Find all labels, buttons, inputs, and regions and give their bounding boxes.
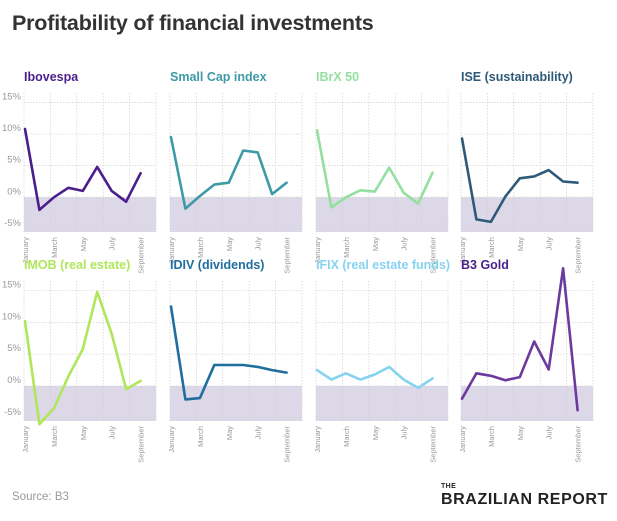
panel-6-x-tick-label: March	[196, 426, 205, 447]
panel-4-x-tick-label: July	[545, 237, 554, 251]
panel-3-x-tick-label: March	[342, 237, 351, 258]
panel-1-y-tick-label: 5%	[7, 155, 21, 166]
panel-7-x-tick-label: January	[313, 426, 322, 453]
panel-8-negative-band	[461, 386, 593, 421]
panel-1-x-tick-label: July	[108, 237, 117, 251]
panel-5-y-tick-label: -5%	[4, 407, 21, 418]
panel-5-y-tick-label: 0%	[7, 375, 21, 386]
panel-1-y-tick-label: 0%	[7, 186, 21, 197]
panel-5-x-tick-label: September	[137, 425, 146, 462]
panel-2-title: Small Cap index	[170, 70, 267, 84]
panel-4-title: ISE (sustainability)	[461, 70, 573, 84]
panel-7-x-tick-label: July	[400, 426, 409, 440]
panel-5-y-tick-label: 5%	[7, 343, 21, 354]
panel-2-x-tick-label: September	[283, 236, 292, 273]
panel-8-x-tick-label: January	[458, 426, 467, 453]
panel-6-x-tick-label: May	[225, 426, 234, 440]
panel-4-x-tick-label: January	[458, 237, 467, 264]
panel-6-title: IDIV (dividends)	[170, 258, 264, 272]
panel-6-x-tick-label: January	[167, 426, 176, 453]
panel-5-x-tick-label: May	[79, 426, 88, 440]
panel-7-x-tick-label: May	[371, 426, 380, 440]
panel-5-y-tick-label: 10%	[2, 311, 22, 322]
panel-1-x-tick-label: March	[50, 237, 59, 258]
panel-1-y-tick-label: 15%	[2, 91, 22, 102]
panel-1-title: Ibovespa	[24, 70, 79, 84]
panel-7-title: IFIX (real estate funds)	[316, 258, 450, 272]
panel-6-x-tick-label: July	[254, 426, 263, 440]
panel-7-x-tick-label: September	[429, 425, 438, 462]
panel-5-x-tick-label: March	[50, 426, 59, 447]
panel-5-negative-band	[24, 386, 156, 421]
panel-1-x-tick-label: September	[137, 236, 146, 273]
panel-2-x-tick-label: May	[225, 237, 234, 251]
panel-7-negative-band	[316, 386, 448, 421]
panel-4-x-tick-label: May	[516, 237, 525, 251]
brand-logo-top: THE	[441, 483, 457, 490]
panel-1-x-tick-label: May	[79, 237, 88, 251]
brand-logo-main: BRAZILIAN REPORT	[441, 491, 608, 508]
page-title: Profitability of financial investments	[12, 11, 374, 35]
panel-2-x-tick-label: March	[196, 237, 205, 258]
panel-4-x-tick-label: September	[574, 236, 583, 273]
panel-2-series-line	[169, 135, 288, 210]
panel-3-x-tick-label: January	[313, 237, 322, 264]
panel-8-title: B3 Gold	[461, 258, 509, 272]
panel-8-x-tick-label: July	[545, 426, 554, 440]
panel-4-x-tick-label: March	[487, 237, 496, 258]
panel-2-x-tick-label: January	[167, 237, 176, 264]
panel-5-series-line	[23, 290, 142, 426]
panel-8-x-tick-label: May	[516, 426, 525, 440]
panel-2-negative-band	[170, 197, 302, 232]
panel-5-y-tick-label: 15%	[2, 280, 22, 291]
panel-8-x-tick-label: September	[574, 425, 583, 462]
panel-1-y-tick-label: -5%	[4, 218, 21, 229]
panel-4-series-line	[460, 137, 579, 224]
panel-6-negative-band	[170, 386, 302, 421]
panel-1-y-tick-label: 10%	[2, 123, 22, 134]
panel-1-negative-band	[24, 197, 156, 232]
panel-5-x-tick-label: January	[21, 426, 30, 453]
panel-3-series-line	[315, 129, 434, 209]
panel-7-series-line	[315, 365, 434, 390]
panel-7-x-tick-label: March	[342, 426, 351, 447]
panel-4-negative-band	[461, 197, 593, 232]
panel-3-x-tick-label: May	[371, 237, 380, 251]
panel-6-series-line	[169, 305, 288, 401]
brand-logo: THE BRAZILIAN REPORT	[441, 483, 611, 513]
panel-3-x-tick-label: September	[429, 236, 438, 273]
panel-2-x-tick-label: July	[254, 237, 263, 251]
panel-3-x-tick-label: July	[400, 237, 409, 251]
panel-5-title: IMOB (real estate)	[24, 258, 130, 272]
panel-5-x-tick-label: July	[108, 426, 117, 440]
panel-3-title: IBrX 50	[316, 70, 359, 84]
panel-1-x-tick-label: January	[21, 237, 30, 264]
panel-3-negative-band	[316, 197, 448, 232]
panel-6-x-tick-label: September	[283, 425, 292, 462]
panel-1-series-line	[23, 127, 142, 212]
panel-8-series-line	[460, 266, 579, 412]
source-note: Source: B3	[12, 491, 69, 503]
panel-8-x-tick-label: March	[487, 426, 496, 447]
